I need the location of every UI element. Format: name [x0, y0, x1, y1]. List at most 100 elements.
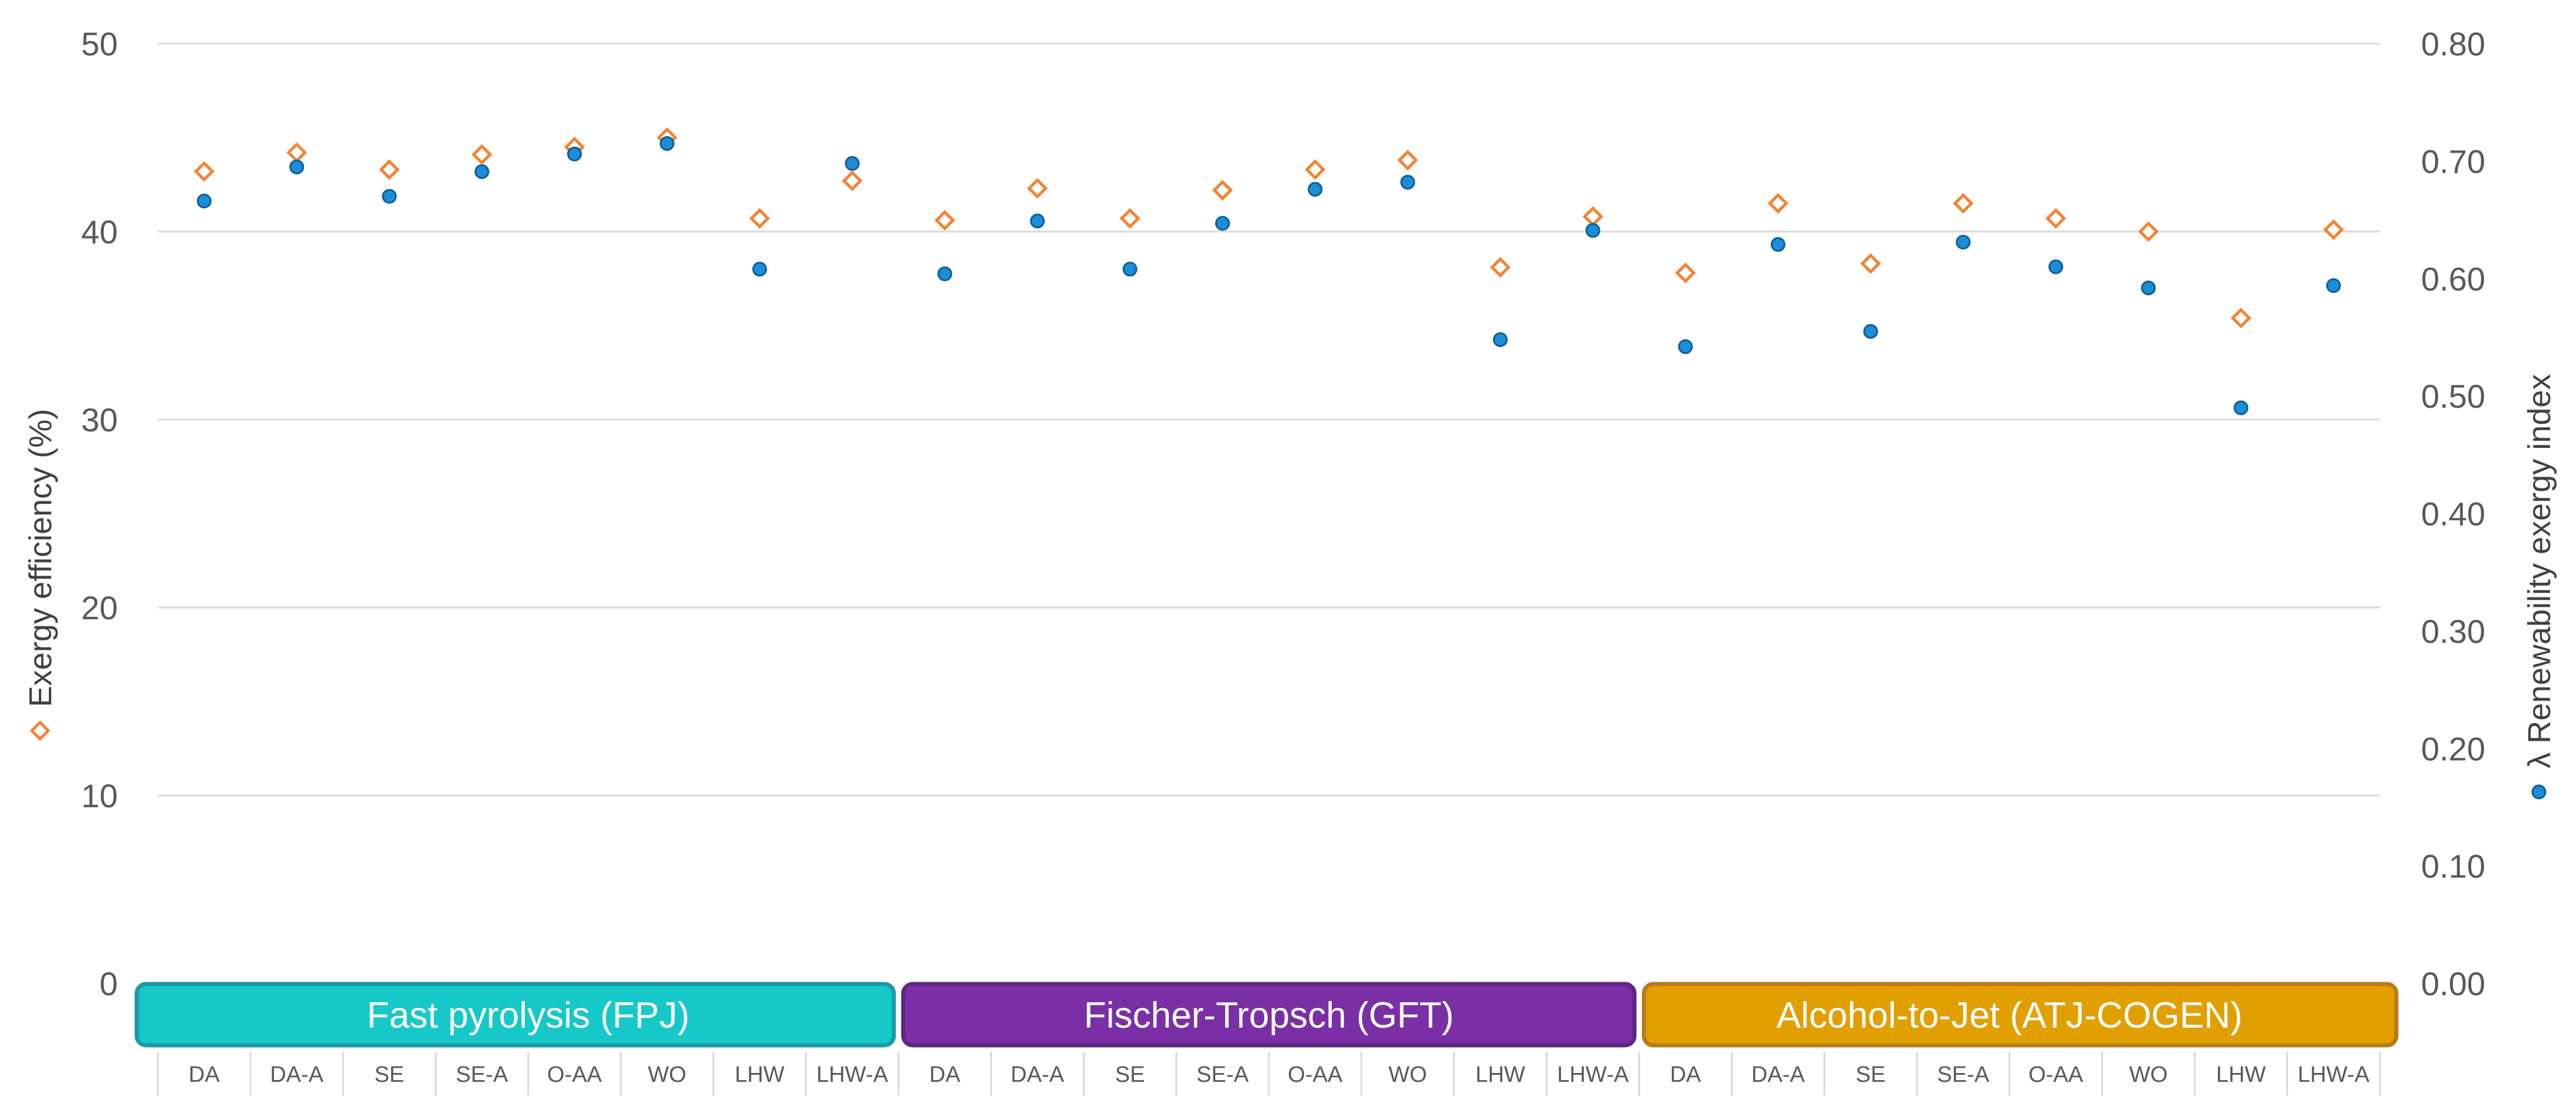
- category-label: DA: [1670, 1062, 1701, 1087]
- exergy-efficiency-point: [1860, 253, 1881, 274]
- category-label: WO: [1388, 1062, 1427, 1087]
- exergy-efficiency-point: [2230, 308, 2251, 329]
- exergy-efficiency-point: [1119, 208, 1140, 229]
- renewability-index-point: [1215, 216, 1230, 231]
- category-label: O-AA: [1288, 1062, 1343, 1087]
- exergy-efficiency-point: [471, 144, 492, 165]
- left-tick-label: 50: [81, 25, 118, 62]
- category-label: LHW-A: [2298, 1062, 2370, 1087]
- left-tick-label: 20: [81, 589, 118, 626]
- renewability-index-point: [937, 266, 953, 282]
- exergy-efficiency-point: [1675, 262, 1696, 283]
- exergy-efficiency-point: [1212, 180, 1233, 201]
- exergy-efficiency-point: [1305, 159, 1326, 180]
- group-bar: [901, 982, 1637, 1048]
- exergy-efficiency-point: [2045, 208, 2066, 229]
- left-tick-label: 40: [81, 213, 118, 250]
- right-tick-label: 0.00: [2421, 965, 2485, 1002]
- category-label: SE-A: [456, 1062, 508, 1087]
- exergy-efficiency-point: [1027, 178, 1048, 199]
- renewability-index-point: [1030, 213, 1045, 229]
- category-label: DA-A: [1011, 1062, 1064, 1087]
- gridlines: [158, 42, 2380, 797]
- right-tick-label: 0.20: [2421, 730, 2485, 767]
- right-axis-title: λ Renewability exergy index: [2522, 374, 2557, 768]
- category-label: O-AA: [2028, 1062, 2084, 1087]
- category-label: LHW-A: [1557, 1062, 1629, 1087]
- right-tick-label: 0.50: [2421, 378, 2485, 415]
- category-axis: DA DA-A SE SE-A O-AA WO LHW LHW-A DA DA-A SE SE-A O-…: [157, 1052, 2381, 1096]
- group-label: Fischer-Tropsch (GFT): [1084, 995, 1454, 1036]
- group-bar: [134, 982, 896, 1048]
- category-label: SE-A: [1937, 1062, 1989, 1087]
- left-axis-title: Exergy efficiency (%): [23, 409, 58, 707]
- renewability-index-point: [2326, 278, 2341, 293]
- right-tick-label: 0.60: [2421, 260, 2485, 298]
- exergy-efficiency-point: [1953, 193, 1974, 214]
- category-label: LHW: [735, 1062, 785, 1087]
- exergy-efficiency-point: [1490, 257, 1511, 278]
- group-label: Fast pyrolysis (FPJ): [367, 995, 690, 1036]
- renewability-index-point: [382, 189, 397, 204]
- group-label: Alcohol-to-Jet (ATJ-COGEN): [1777, 995, 2243, 1036]
- renewability-index-point: [567, 146, 582, 161]
- renewability-index-point: [1493, 332, 1508, 347]
- exergy-efficiency-point: [842, 170, 863, 191]
- renewability-index-point: [1770, 237, 1785, 252]
- renewability-index-point: [659, 136, 674, 151]
- renewability-index-point: [2048, 259, 2064, 275]
- right-axis-title-group: λ Renewability exergy index: [2522, 374, 2557, 800]
- renewability-index-point: [1400, 174, 1416, 190]
- renewability-index-point: [1956, 235, 1971, 250]
- category-label: WO: [648, 1062, 686, 1087]
- renewability-index-point: [752, 262, 768, 277]
- exergy-efficiency-point: [286, 142, 307, 163]
- category-label: WO: [2129, 1062, 2167, 1087]
- left-axis-title-group: Exergy efficiency (%): [23, 409, 58, 741]
- category-label: SE: [375, 1062, 405, 1087]
- category-label: SE: [1115, 1062, 1145, 1087]
- category-label: SE: [1856, 1062, 1886, 1087]
- left-tick-label: 0: [100, 965, 118, 1002]
- exergy-efficiency-point: [1582, 206, 1603, 227]
- category-label: SE-A: [1196, 1062, 1249, 1087]
- exergy-efficiency-point: [2323, 219, 2344, 240]
- renewability-index-point: [1678, 339, 1693, 354]
- category-label: DA: [189, 1062, 220, 1087]
- data-series: [194, 127, 2344, 415]
- category-label: LHW: [2216, 1062, 2266, 1087]
- y-axis-ticks: 0 10 20 30 40 50 0.00 0.10 0.20 0.30 0.40 0.50 0.60 0…: [81, 25, 2485, 1002]
- renewability-index-point: [289, 159, 305, 174]
- category-label: O-AA: [547, 1062, 603, 1087]
- category-label: LHW: [1476, 1062, 1526, 1087]
- renewability-index-point: [1863, 323, 1879, 339]
- exergy-efficiency-point: [2138, 221, 2159, 242]
- left-legend-diamond-icon: [29, 720, 51, 741]
- category-label: DA: [930, 1062, 961, 1087]
- right-legend-circle-icon: [2531, 784, 2547, 800]
- renewability-index-point: [1122, 262, 1137, 277]
- right-tick-label: 0.10: [2421, 848, 2485, 885]
- right-tick-label: 0.80: [2421, 25, 2485, 62]
- renewability-index-point: [2233, 400, 2248, 415]
- renewability-index-point: [1585, 223, 1601, 238]
- right-tick-label: 0.30: [2421, 613, 2485, 650]
- exergy-efficiency-point: [379, 159, 400, 180]
- renewability-index-point: [197, 193, 212, 209]
- category-label: DA-A: [270, 1062, 323, 1087]
- category-label: LHW-A: [816, 1062, 888, 1087]
- group-bar: [1642, 982, 2399, 1048]
- exergy-efficiency-point: [749, 208, 771, 229]
- exergy-efficiency-point: [194, 161, 215, 182]
- right-tick-label: 0.40: [2421, 496, 2485, 533]
- exergy-efficiency-point: [934, 210, 955, 231]
- renewability-index-point: [1308, 181, 1323, 197]
- right-tick-label: 0.70: [2421, 143, 2485, 180]
- category-label: DA-A: [1751, 1062, 1805, 1087]
- left-tick-label: 30: [81, 401, 118, 438]
- renewability-index-point: [474, 164, 490, 179]
- renewability-index-point: [2141, 280, 2156, 296]
- exergy-efficiency-point: [1767, 193, 1788, 214]
- left-tick-label: 10: [81, 777, 118, 814]
